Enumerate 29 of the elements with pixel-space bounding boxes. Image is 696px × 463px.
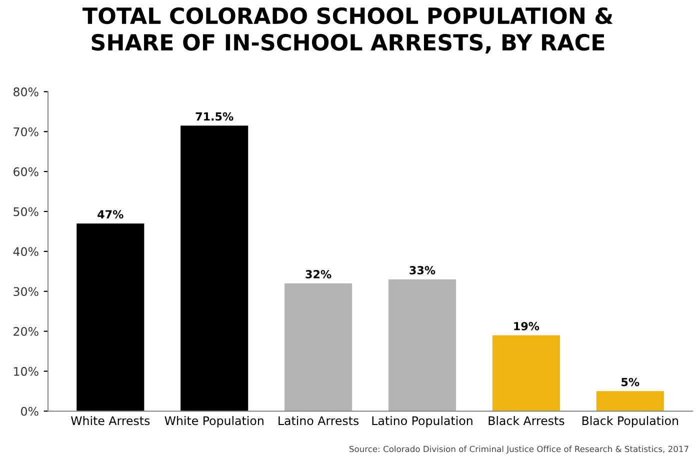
data-label: 71.5% <box>196 112 234 121</box>
data-label: 47% <box>98 210 124 219</box>
x-tick-label: White Arrests <box>70 416 150 426</box>
y-tick-label: 0% <box>21 406 38 416</box>
chart-title: TOTAL COLORADO SCHOOL POPULATION & SHARE OF IN-SCHOOL ARRESTS, BY RACE <box>82 7 613 54</box>
y-tick-label: 40% <box>13 247 38 256</box>
bar <box>76 223 144 412</box>
x-tick-label: Black Arrests <box>488 416 564 426</box>
y-tick-label: 50% <box>14 207 38 216</box>
y-tick-label: 80% <box>14 87 38 96</box>
y-tick-label: 70% <box>14 127 38 136</box>
x-tick-label: Latino Arrests <box>278 416 359 426</box>
data-label: 5% <box>622 378 640 386</box>
bar <box>284 283 352 412</box>
y-tick-label: 30% <box>14 287 38 296</box>
data-label: 32% <box>306 270 332 278</box>
y-tick-label: 60% <box>14 167 38 176</box>
bar <box>180 126 248 412</box>
bar <box>492 335 560 412</box>
x-tick-label: Black Population <box>582 416 678 428</box>
y-tick-label: 10% <box>14 366 38 376</box>
bar <box>388 279 456 412</box>
bar <box>596 391 664 412</box>
source-note: Source: Colorado Division of Criminal Justice Office of Research & Statistics, 2017 <box>350 446 688 454</box>
y-tick-label: 20% <box>14 327 38 336</box>
x-tick-label: Latino Population <box>372 416 472 428</box>
x-tick-label: White Population <box>164 416 264 428</box>
data-label: 33% <box>410 266 436 274</box>
data-label: 19% <box>514 322 540 330</box>
